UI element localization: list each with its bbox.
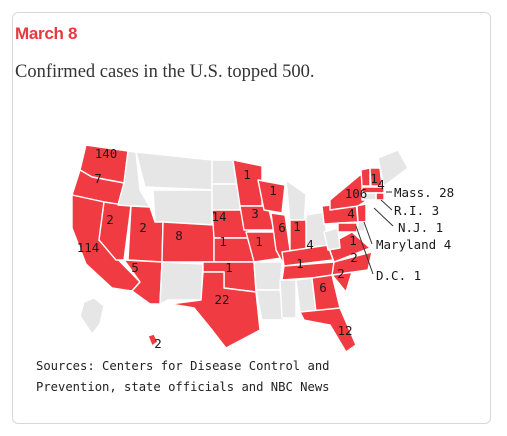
count-ky: 4	[306, 237, 314, 252]
count-ne: 14	[211, 209, 226, 224]
state-ri	[375, 192, 385, 201]
count-wa: 140	[95, 146, 118, 161]
count-fl: 12	[337, 323, 352, 338]
count-vt: 1	[370, 171, 378, 186]
state-mt	[135, 151, 213, 191]
state-wy	[152, 189, 213, 226]
label-nj: N.J. 1	[398, 220, 443, 235]
count-mn: 1	[243, 167, 251, 182]
count-in: 1	[293, 219, 301, 234]
count-tn: 1	[296, 256, 304, 271]
label-ri: R.I. 3	[394, 203, 439, 218]
count-wi: 1	[269, 183, 277, 198]
headline: Confirmed cases in the U.S. topped 500.	[15, 62, 315, 82]
label-dc: D.C. 1	[376, 268, 421, 283]
count-ok: 1	[225, 260, 233, 275]
label-mass: Mass. 28	[394, 185, 454, 200]
count-ny: 106	[345, 186, 368, 201]
state-ms	[279, 279, 297, 319]
count-az: 5	[131, 260, 139, 275]
count-hi: 2	[154, 336, 162, 351]
state-nm	[159, 261, 204, 305]
state-fl	[299, 307, 357, 353]
state-co	[161, 221, 215, 263]
count-sc: 2	[337, 266, 345, 281]
state-nj	[356, 203, 367, 223]
state-vt	[360, 167, 371, 187]
count-or: 7	[94, 171, 102, 186]
count-nh: 4	[377, 177, 385, 192]
count-ks: 1	[219, 234, 227, 249]
count-nc: 2	[350, 250, 358, 265]
state-tx	[169, 271, 261, 349]
state-sd	[211, 183, 241, 211]
sources-line-2: Prevention, state officials and NBC News	[36, 380, 330, 394]
count-mo: 1	[255, 234, 263, 249]
count-va: 1	[349, 233, 357, 248]
state-ar	[253, 261, 283, 291]
callouts: Mass. 28 R.I. 3 N.J. 1 Maryland 4 D.C. 1	[355, 185, 454, 283]
state-ak	[79, 297, 105, 335]
state-wi	[257, 179, 286, 214]
count-pa: 4	[347, 206, 355, 221]
sources-note: Sources: Centers for Disease Control and…	[36, 356, 436, 398]
state-hi	[147, 333, 159, 347]
state-nc	[331, 251, 373, 276]
count-tx: 22	[214, 292, 229, 307]
sources-line-1: Sources: Centers for Disease Control and	[36, 359, 330, 373]
state-la	[255, 289, 285, 321]
label-maryland: Maryland 4	[376, 237, 451, 252]
state-nh	[369, 167, 383, 187]
count-co: 8	[175, 228, 183, 243]
count-ca: 114	[77, 240, 100, 255]
state-me	[377, 149, 409, 187]
count-ga: 6	[319, 280, 327, 295]
count-ut: 2	[139, 220, 147, 235]
state-ct	[361, 192, 377, 201]
state-wv	[323, 227, 341, 251]
count-il: 6	[278, 220, 286, 235]
state-md	[337, 222, 358, 233]
count-ia: 3	[251, 206, 259, 221]
count-nv: 2	[106, 212, 114, 227]
date-heading: March 8	[15, 24, 78, 43]
